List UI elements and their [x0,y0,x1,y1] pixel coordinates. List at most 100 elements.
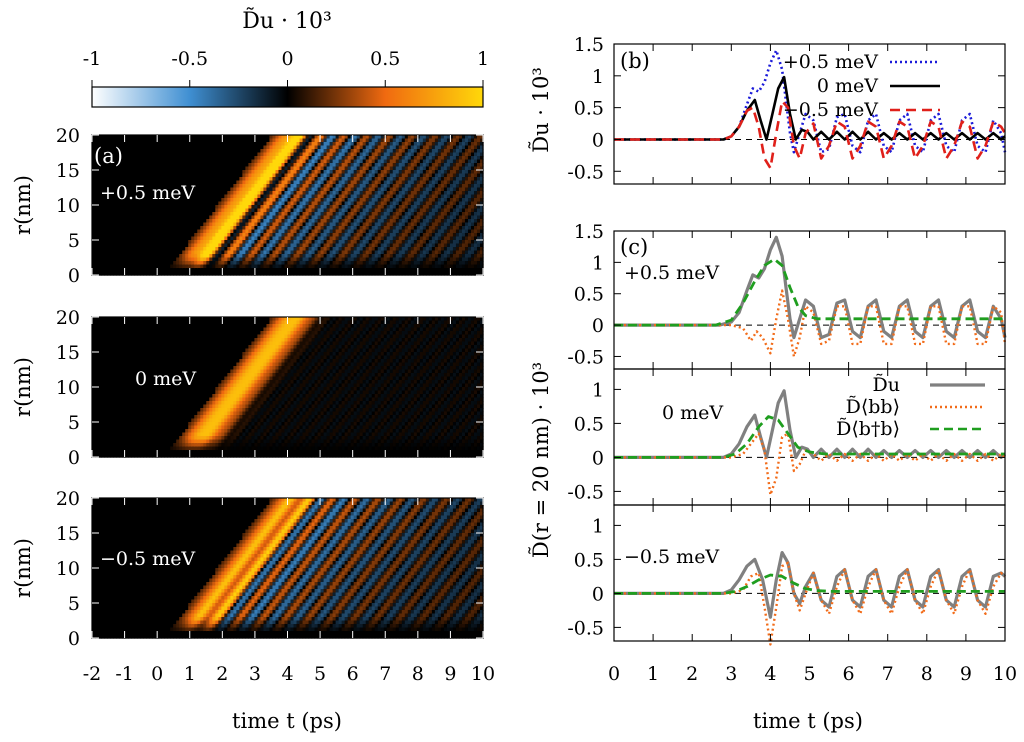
heatmap-cell [248,268,253,273]
heatmap-cell [443,135,448,140]
heatmap-cell [431,187,436,192]
heatmap-cell [98,191,102,196]
heatmap-cell [248,184,253,189]
heatmap-cell [359,243,364,248]
heatmap-cell [185,205,189,210]
heatmap-cell [227,236,231,241]
heatmap-cell [152,166,156,171]
heatmap-cell [425,194,430,199]
heatmap-cell [338,236,343,241]
heatmap-cell [302,135,307,140]
heatmap-cell [257,184,262,189]
heatmap-cell [401,149,406,154]
heatmap-cell [380,205,385,210]
heatmap-cell [188,236,192,241]
heatmap-cell [317,250,322,255]
heatmap-cell [437,268,442,273]
heatmap-cell [152,198,156,203]
heatmap-cell [284,152,289,157]
heatmap-cell [401,170,406,175]
heatmap-cell [233,250,237,255]
heatmap-cell [281,201,286,206]
heatmap-cell [215,170,219,175]
heatmap-cell [116,159,120,164]
heatmap-cell [365,166,370,171]
heatmap-cell [380,163,385,168]
heatmap-cell [410,271,415,276]
heatmap-cell [242,243,246,248]
heatmap-cell [143,187,147,192]
heatmap-cell [158,236,162,241]
heatmap-cell [323,243,328,248]
heatmap-cell [413,236,418,241]
heatmap-cell [194,198,198,203]
heatmap-cell [203,184,207,189]
heatmap-cell [107,198,111,203]
heatmap-cell [125,149,129,154]
heatmap-cell [455,177,460,182]
heatmap-cell [260,156,265,161]
heatmap-cell [281,236,286,241]
heatmap-cell [191,219,195,224]
heatmap-cell [338,145,343,150]
heatmap-cell [431,201,436,206]
heatmap-cell [104,173,108,178]
heatmap-cell [167,163,171,168]
heatmap-cell [326,198,331,203]
heatmap-cell [362,233,367,238]
heatmap-cell [266,138,271,143]
heatmap-cell [452,236,457,241]
heatmap-cell [239,240,243,245]
heatmap-cell [170,268,174,273]
heatmap-cell [188,187,192,192]
heatmap-cell [119,194,123,199]
heatmap-cell [245,198,249,203]
heatmap-cell [308,236,313,241]
heatmap-cell [353,184,358,189]
heatmap-cell [179,219,183,224]
heatmap-cell [374,198,379,203]
heatmap-cell [107,236,111,241]
heatmap-cell [335,222,340,227]
heatmap-cell [380,247,385,252]
heatmap-cell [350,198,355,203]
heatmap-cell [275,212,280,217]
heatmap-cell [218,201,222,206]
heatmap-cell [434,254,439,259]
heatmap-cell [410,173,415,178]
heatmap-cell [218,138,222,143]
heatmap-cell [401,261,406,266]
heatmap-cell [389,247,394,252]
heatmap-cell [458,254,463,259]
heatmap-cell [344,240,349,245]
heatmap-cell [245,145,249,150]
heatmap-cell [206,173,210,178]
heatmap-cell [191,212,195,217]
colorbar-tick-label: -1 [83,48,102,70]
heatmap-cell [116,226,120,231]
heatmap-cell [227,159,231,164]
heatmap-cell [335,180,340,185]
heatmap-cell [428,215,433,220]
heatmap-cell [305,261,310,266]
heatmap-cell [464,201,469,206]
heatmap-cell [323,184,328,189]
heatmap-cell [320,163,325,168]
heatmap-cell [200,201,204,206]
heatmap-cell [260,180,265,185]
heatmap-cell [356,138,361,143]
heatmap-cell [257,156,262,161]
heatmap-cell [332,191,337,196]
heatmap-cell [464,191,469,196]
heatmap-cell [143,173,147,178]
heatmap-cell [119,236,123,241]
heatmap-cell [410,219,415,224]
heatmap-cell [173,229,177,234]
heatmap-cell [293,226,298,231]
heatmap-cell [143,219,147,224]
heatmap-cell [185,233,189,238]
heatmap-cell [218,159,222,164]
heatmap-cell [302,261,307,266]
heatmap-cell [341,156,346,161]
heatmap-cell [152,194,156,199]
